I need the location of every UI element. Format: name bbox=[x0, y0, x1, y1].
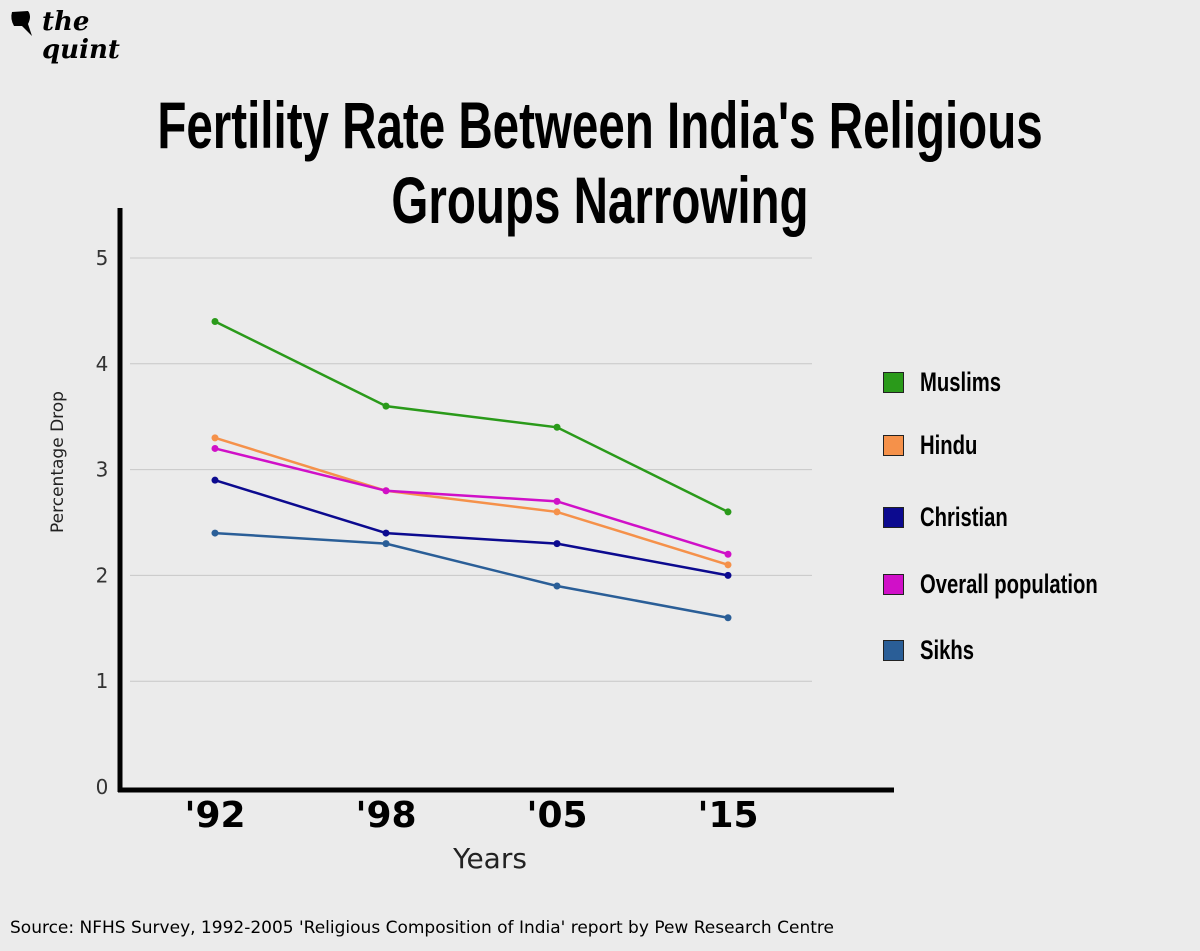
series-line-sikhs bbox=[214, 531, 729, 619]
data-point-sikhs bbox=[382, 540, 390, 548]
data-point-overall-population bbox=[382, 487, 390, 495]
chart-title-line1: Fertility Rate Between India's Religious bbox=[157, 88, 1043, 162]
legend-swatch bbox=[883, 573, 904, 595]
x-tick-label: '98 bbox=[355, 795, 416, 836]
legend-label: Overall population bbox=[920, 568, 1098, 599]
legend-label: Christian bbox=[920, 501, 1008, 532]
legend-item: Overall population bbox=[883, 569, 1157, 599]
data-point-sikhs bbox=[211, 529, 219, 537]
legend-label: Hindu bbox=[920, 429, 978, 460]
data-point-muslims bbox=[211, 317, 219, 325]
data-point-christian bbox=[724, 571, 732, 579]
data-point-hindu bbox=[211, 434, 219, 442]
data-point-christian bbox=[553, 540, 561, 548]
y-tick-label: 5 bbox=[96, 246, 109, 270]
legend-item: Hindu bbox=[883, 430, 996, 460]
legend-item: Christian bbox=[883, 502, 1037, 532]
data-point-sikhs bbox=[724, 614, 732, 622]
series-line-muslims bbox=[214, 320, 729, 514]
legend-item: Muslims bbox=[883, 367, 1028, 397]
data-point-muslims bbox=[553, 423, 561, 431]
legend-label: Sikhs bbox=[920, 634, 975, 665]
data-point-muslims bbox=[382, 402, 390, 410]
series-line-overall-population bbox=[214, 447, 729, 556]
y-tick-label: 3 bbox=[96, 458, 109, 482]
y-tick-label: 0 bbox=[96, 775, 109, 799]
x-tick-label: '15 bbox=[697, 795, 758, 836]
the-quint-logo: the quint bbox=[10, 6, 120, 76]
y-axis-title: Percentage Drop bbox=[48, 391, 68, 533]
data-point-overall-population bbox=[724, 550, 732, 558]
y-tick-label: 4 bbox=[96, 352, 109, 376]
data-point-hindu bbox=[553, 508, 561, 516]
data-point-overall-population bbox=[211, 444, 219, 452]
data-point-sikhs bbox=[553, 582, 561, 590]
chart-title-line2: Groups Narrowing bbox=[391, 163, 809, 237]
legend-label: Muslims bbox=[920, 366, 1002, 397]
logo-line2: quint bbox=[42, 35, 120, 65]
legend-item: Sikhs bbox=[883, 635, 992, 665]
legend-swatch bbox=[883, 506, 904, 528]
logo-text: the quint bbox=[42, 8, 120, 64]
legend-swatch bbox=[883, 434, 904, 456]
data-point-hindu bbox=[724, 561, 732, 569]
x-tick-label: '05 bbox=[526, 795, 587, 836]
data-point-muslims bbox=[724, 508, 732, 516]
x-tick-label: '92 bbox=[184, 795, 245, 836]
legend-swatch bbox=[883, 639, 904, 661]
speech-bubble-icon bbox=[11, 11, 33, 36]
series-line-hindu bbox=[214, 436, 729, 567]
data-point-christian bbox=[382, 529, 390, 537]
data-point-christian bbox=[211, 476, 219, 484]
y-tick-label: 2 bbox=[96, 563, 109, 587]
series-line-christian bbox=[214, 478, 729, 577]
y-tick-label: 1 bbox=[96, 669, 109, 693]
logo-line1: the bbox=[42, 7, 90, 37]
x-axis-title: Years bbox=[452, 842, 527, 875]
source-note: Source: NFHS Survey, 1992-2005 'Religiou… bbox=[10, 918, 834, 938]
legend-swatch bbox=[883, 371, 904, 393]
data-point-overall-population bbox=[553, 497, 561, 505]
